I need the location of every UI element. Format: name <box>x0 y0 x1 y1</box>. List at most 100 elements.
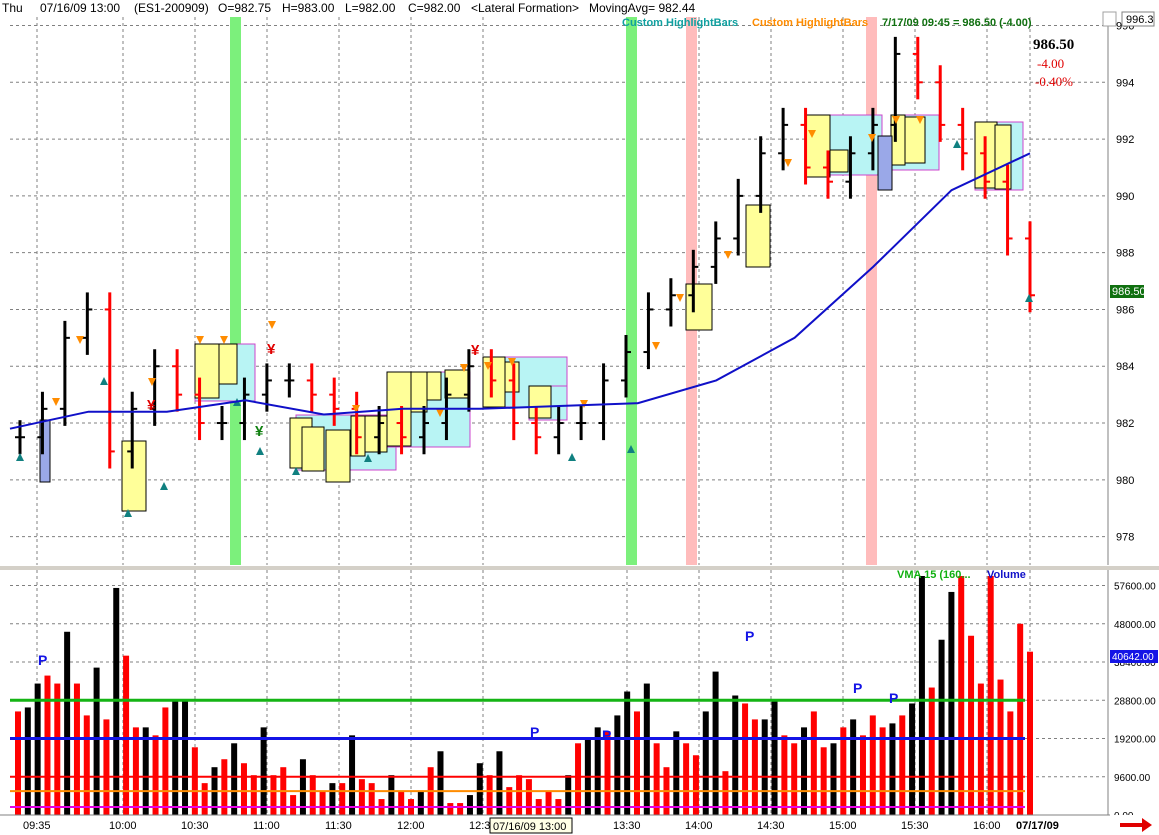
volume-bar <box>673 731 680 815</box>
volume-bar <box>1017 623 1024 815</box>
quote-price: 986.50 <box>1033 37 1074 53</box>
header-open: O=982.75 <box>218 1 271 15</box>
volume-bar <box>466 795 473 815</box>
volume-bar <box>1007 711 1014 815</box>
quote-change: -4.00 <box>1037 56 1064 71</box>
price-tick-label: 984 <box>1116 361 1134 373</box>
scroll-right-arrow-icon[interactable] <box>1120 818 1152 832</box>
volume-bar <box>791 743 798 815</box>
volume-bar <box>850 719 857 815</box>
volume-bar <box>329 783 336 815</box>
header-moving-avg: MovingAvg= 982.44 <box>589 1 696 15</box>
volume-bar <box>987 576 994 815</box>
volume-bar <box>732 695 739 815</box>
volume-bar <box>781 735 788 815</box>
volume-bar <box>358 779 365 815</box>
volume-tick-label: 57600.00 <box>1114 582 1156 593</box>
time-tick-label: 15:30 <box>901 820 929 832</box>
volume-bar <box>73 683 80 815</box>
volume-bar <box>633 711 640 815</box>
time-tick-label: 13:30 <box>613 820 641 832</box>
volume-bar <box>859 735 866 815</box>
volume-tick-label: 48000.00 <box>1114 620 1156 631</box>
volume-bar <box>712 671 719 815</box>
yen-signal-icon: ¥ <box>255 423 264 440</box>
last-price-tag <box>1110 285 1144 298</box>
volume-bar <box>172 699 179 815</box>
last-price-tag-label: 986.50 <box>1112 286 1146 298</box>
signal-markers: ¥ ¥ ¥ ¥ <box>16 116 1033 517</box>
volume-bar <box>948 591 955 815</box>
title-bar <box>0 0 1159 16</box>
vma-label: VMA 15 (160... <box>897 569 971 581</box>
down-triangle-icon <box>676 294 684 302</box>
up-triangle-icon <box>100 377 108 385</box>
volume-bar <box>152 735 159 815</box>
p-marker-label: P <box>853 680 862 696</box>
price-tick-label: 988 <box>1116 248 1134 260</box>
p-marker-label: P <box>889 690 898 706</box>
scroll-up-button[interactable] <box>1102 11 1117 27</box>
up-triangle-icon <box>124 509 132 517</box>
volume-bar <box>801 727 808 815</box>
quote-change-pct: -0.40% <box>1035 74 1073 89</box>
volume-bar <box>290 795 297 815</box>
volume-bar <box>44 675 51 815</box>
highlight-cell <box>504 361 520 393</box>
volume-bar <box>614 715 621 815</box>
down-triangle-icon <box>724 251 732 259</box>
down-triangle-icon <box>352 405 360 413</box>
down-triangle-icon <box>892 116 900 124</box>
header-low: L=982.00 <box>345 1 396 15</box>
time-tick-label: 14:00 <box>685 820 713 832</box>
volume-bar <box>506 787 513 815</box>
volume-bar <box>928 687 935 815</box>
volume-bar <box>339 783 346 815</box>
volume-bar <box>319 791 326 815</box>
down-triangle-icon <box>508 358 516 366</box>
volume-bar <box>123 655 130 815</box>
volume-tick-label: 19200.00 <box>1114 735 1156 746</box>
volume-bar <box>24 707 31 815</box>
volume-bar <box>447 803 454 815</box>
header-symbol: (ES1-200909) <box>134 1 209 15</box>
volume-bar <box>221 759 228 815</box>
top-price-box-label: 996.3 <box>1126 14 1154 26</box>
time-tick-label: 07/17/09 <box>1016 820 1059 832</box>
time-tick-label: 15:00 <box>829 820 857 832</box>
up-triangle-icon <box>568 453 576 461</box>
volume-bar <box>231 743 238 815</box>
volume-bar <box>486 775 493 815</box>
volume-tick-label: 38400.00 <box>1114 658 1156 669</box>
volume-bar <box>683 743 690 815</box>
time-tick-label: 09:35 <box>23 820 51 832</box>
highlight-cell <box>364 415 388 453</box>
volume-bar <box>751 719 758 815</box>
volume-bar <box>820 747 827 815</box>
down-triangle-icon <box>652 342 660 350</box>
volume-bar <box>653 743 660 815</box>
down-triangle-icon <box>808 130 816 138</box>
price-tick-label: 992 <box>1116 134 1134 146</box>
p-marker-label: P <box>530 724 539 740</box>
volume-bar <box>388 775 395 815</box>
volume-bar <box>889 723 896 815</box>
down-triangle-icon <box>76 336 84 344</box>
volume-bar <box>34 683 41 815</box>
header-close: C=982.00 <box>408 1 461 15</box>
volume-reference-lines <box>10 698 1025 809</box>
down-triangle-icon <box>436 409 444 417</box>
price-bars <box>15 36 1035 469</box>
volume-bar <box>496 751 503 815</box>
volume-bar <box>525 779 532 815</box>
volume-bar <box>1027 651 1033 815</box>
volume-bar <box>545 791 552 815</box>
session-band <box>866 17 877 565</box>
volume-bar <box>575 743 582 815</box>
volume-bar <box>201 783 208 815</box>
highlight-cell <box>121 440 147 512</box>
last-volume-tag-label: 40642.00 <box>1112 652 1154 663</box>
yen-signal-icon: ¥ <box>267 341 276 358</box>
volume-bar <box>594 727 601 815</box>
